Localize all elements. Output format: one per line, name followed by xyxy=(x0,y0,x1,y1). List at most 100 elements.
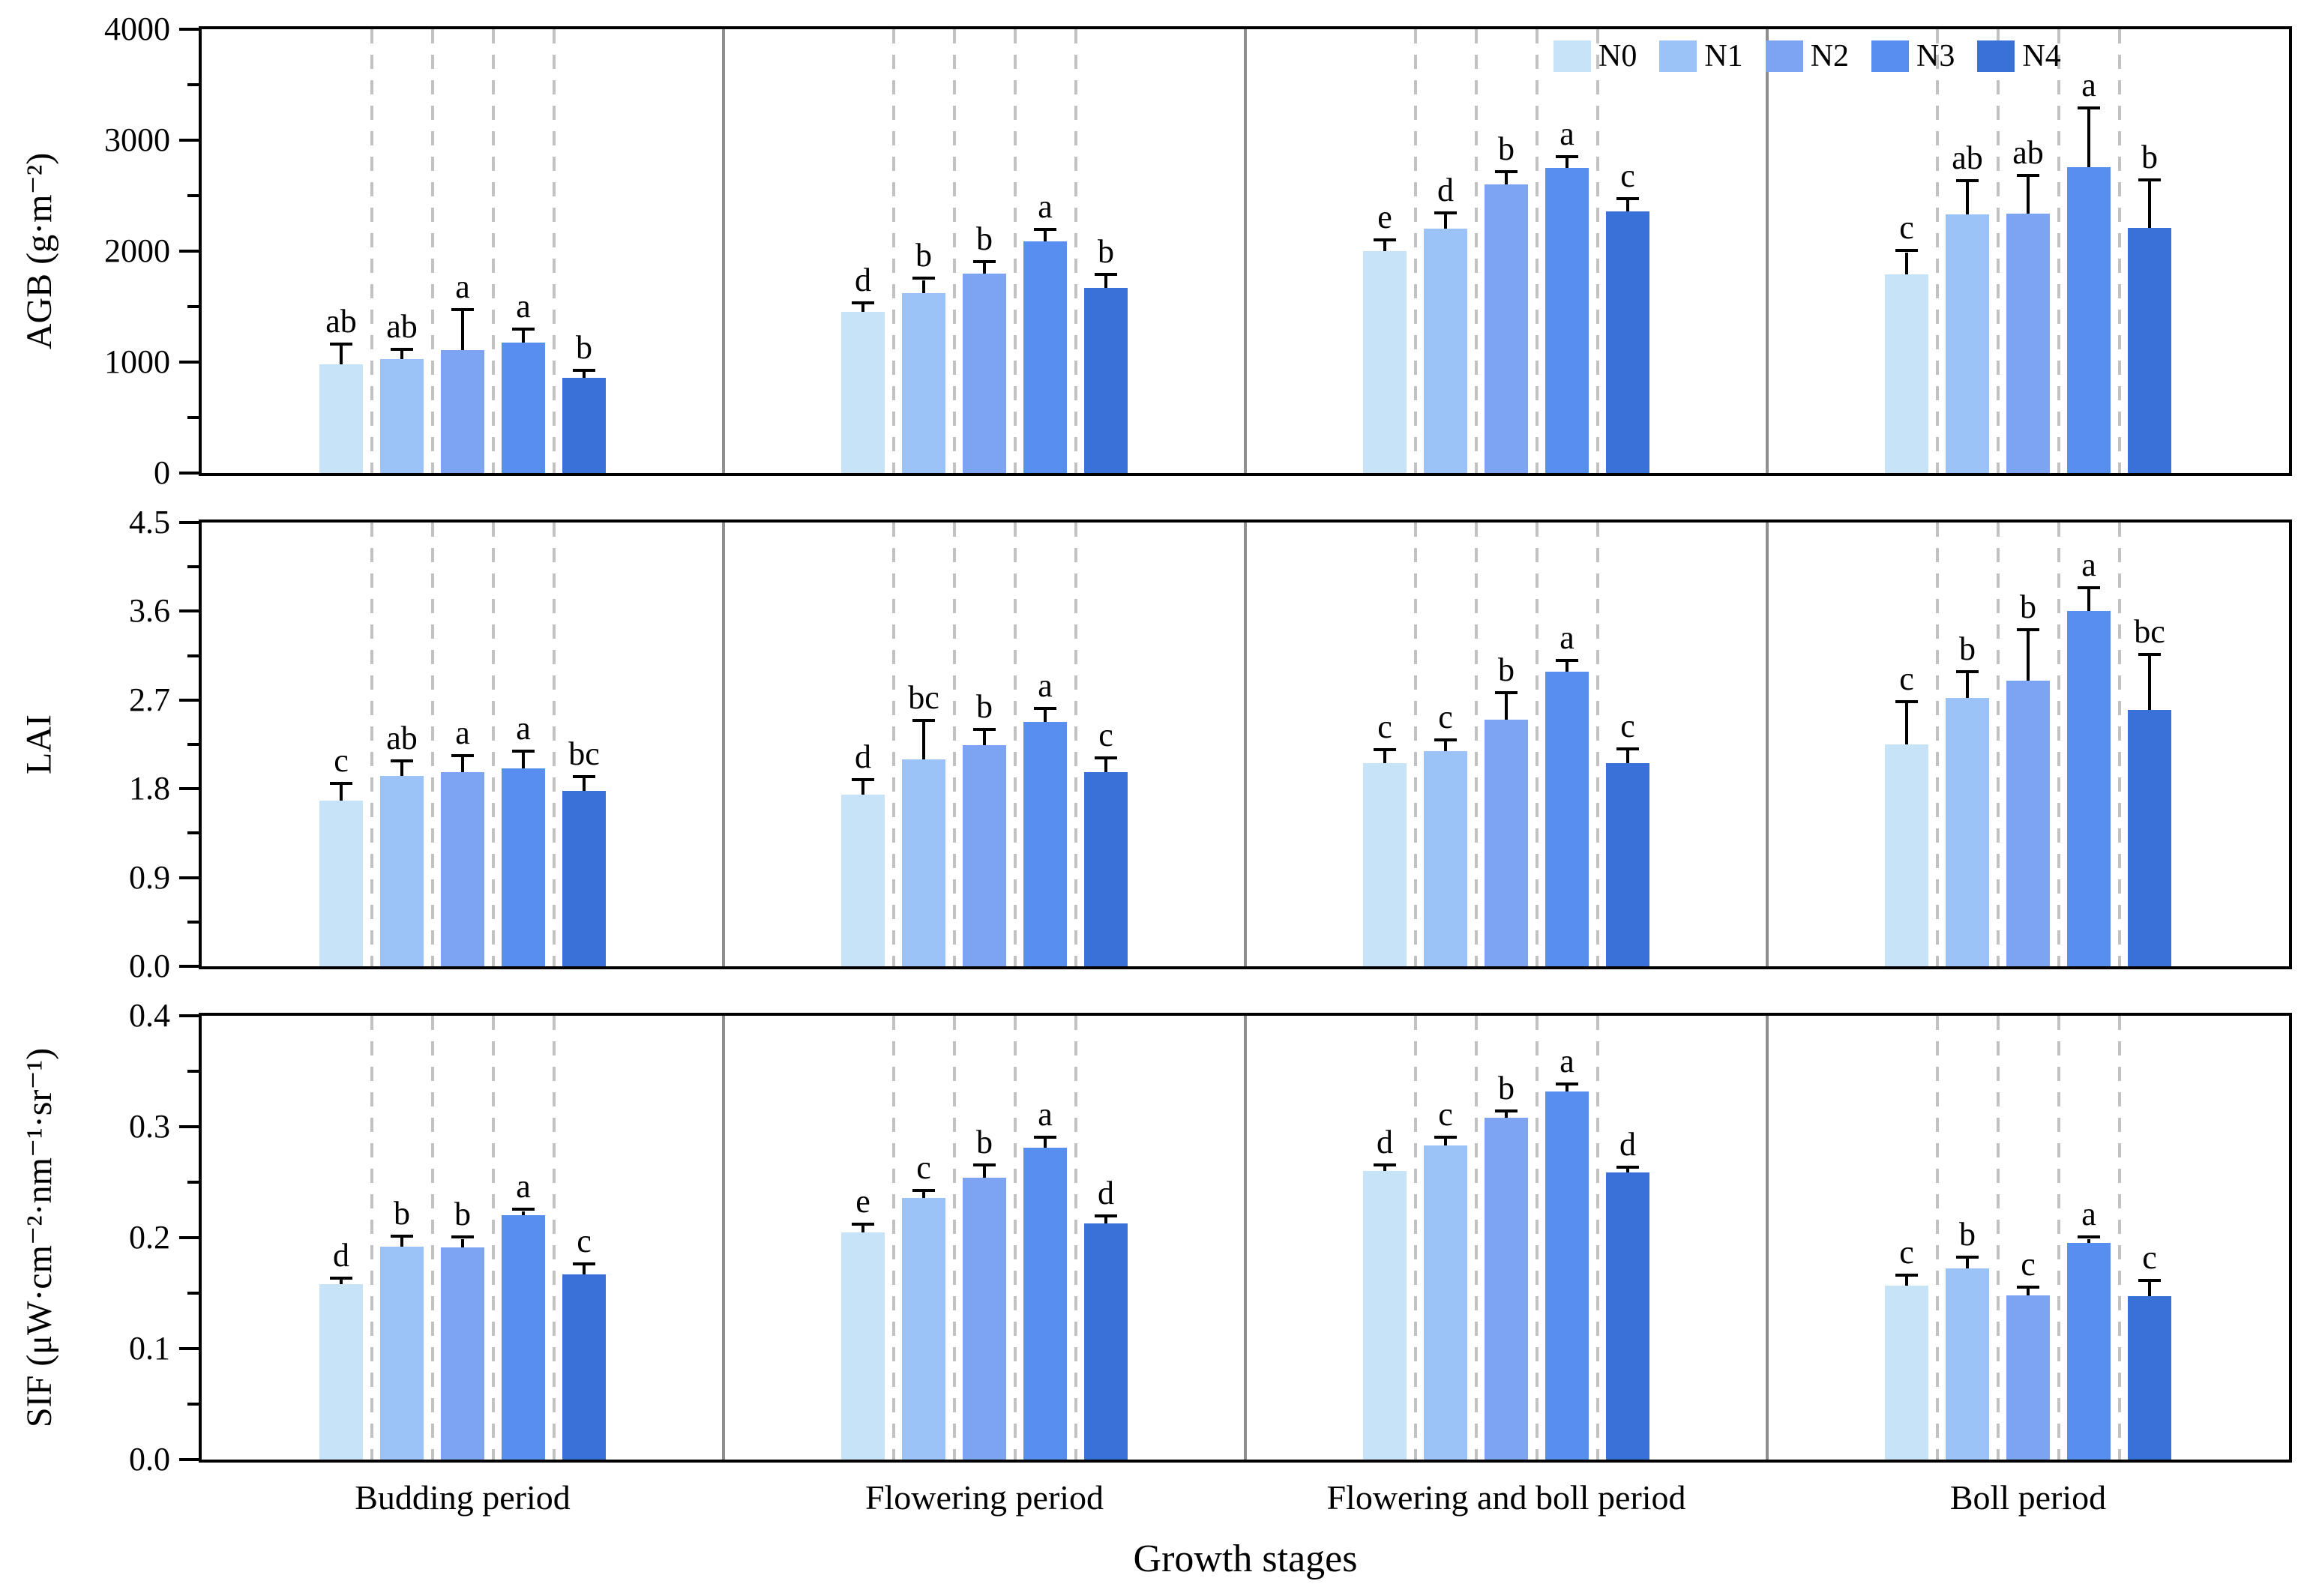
significance-letter: c xyxy=(1899,209,1914,247)
error-bar-cap xyxy=(512,327,535,331)
error-bar-stem xyxy=(1505,173,1508,185)
error-bar-stem xyxy=(1626,1169,1629,1172)
error-bar-stem xyxy=(2087,109,2090,167)
error-bar-cap xyxy=(451,307,474,311)
significance-letter: a xyxy=(1559,1043,1574,1080)
significance-letter: c xyxy=(2021,1246,2036,1283)
error-bar-cap xyxy=(1495,690,1518,694)
error-bar-cap xyxy=(391,348,413,352)
lai-bar-n2-group2 xyxy=(963,745,1006,966)
dashed-guide-line xyxy=(491,523,495,966)
significance-letter: a xyxy=(1038,188,1053,226)
group-separator-line xyxy=(1244,29,1247,473)
dashed-guide-line xyxy=(2117,523,2121,966)
lai-panel: c ab a a bc d bc b a c c c b a c c b b a bc xyxy=(199,520,2292,969)
error-bar-stem xyxy=(861,304,864,313)
significance-letter: a xyxy=(2081,66,2096,103)
significance-letter: a xyxy=(2081,1196,2096,1233)
error-bar-cap xyxy=(451,754,474,758)
error-bar-stem xyxy=(861,780,864,795)
significance-letter: b xyxy=(2141,138,2158,175)
lai-bar-n4-group3 xyxy=(1606,763,1649,966)
dashed-guide-line xyxy=(1996,523,2000,966)
y-axis-tick-label: 0.0 xyxy=(129,1441,170,1478)
error-bar-stem xyxy=(1505,1112,1508,1118)
dashed-guide-line xyxy=(491,29,495,473)
dashed-guide-line xyxy=(1013,29,1017,473)
y-axis-tick-label: 0.1 xyxy=(129,1330,170,1367)
legend-swatch-n0 xyxy=(1553,40,1591,72)
significance-letter: bc xyxy=(2134,612,2165,650)
significance-letter: d xyxy=(1098,1175,1114,1212)
significance-letter: b xyxy=(1498,1069,1515,1106)
y-axis-major-tick xyxy=(179,250,199,253)
error-bar-stem xyxy=(1444,741,1447,752)
y-axis-major-tick xyxy=(179,609,199,613)
significance-letter: c xyxy=(916,1149,931,1187)
significance-letter: a xyxy=(516,287,531,325)
error-bar-stem xyxy=(1383,1166,1386,1172)
lai-bar-n3-group1 xyxy=(502,768,545,966)
significance-letter: d xyxy=(333,1237,349,1274)
error-bar-cap xyxy=(1374,748,1396,752)
sif-bar-n1-group1 xyxy=(380,1246,424,1460)
error-bar-cap xyxy=(512,1208,535,1211)
significance-letter: b xyxy=(1959,1216,1976,1253)
sif-bar-n3-group2 xyxy=(1023,1148,1067,1460)
dashed-guide-line xyxy=(1474,1016,1478,1460)
sif-bar-n4-group3 xyxy=(1606,1172,1649,1460)
dashed-guide-line xyxy=(370,1016,373,1460)
dashed-guide-line xyxy=(2057,523,2060,966)
error-bar-cap xyxy=(2138,178,2161,181)
y-axis-major-tick xyxy=(179,472,199,475)
lai-bar-n4-group4 xyxy=(2128,709,2171,966)
error-bar-stem xyxy=(922,280,925,294)
significance-letter: ab xyxy=(2012,133,2044,171)
lai-bar-n1-group1 xyxy=(380,776,424,966)
sif-bar-n4-group1 xyxy=(562,1274,606,1460)
dashed-guide-line xyxy=(552,1016,556,1460)
error-bar-stem xyxy=(1565,661,1568,672)
y-axis-minor-tick xyxy=(187,920,199,924)
y-axis-major-tick xyxy=(179,1014,199,1017)
y-axis-major-tick xyxy=(179,1347,199,1350)
error-bar-cap xyxy=(1895,699,1918,703)
agb-bar-n1-group1 xyxy=(380,358,424,473)
sif-bar-n0-group2 xyxy=(841,1232,885,1460)
y-axis-tick-label: 3000 xyxy=(104,121,170,158)
error-bar-stem xyxy=(2087,1238,2090,1244)
error-bar-cap xyxy=(1556,658,1578,662)
y-axis-tick-label: 0.2 xyxy=(129,1219,170,1256)
significance-letter: ab xyxy=(325,302,357,340)
significance-letter: c xyxy=(1377,708,1392,746)
error-bar-cap xyxy=(1616,1166,1639,1169)
error-bar-stem xyxy=(1383,241,1386,251)
error-bar-cap xyxy=(1434,1136,1457,1139)
error-bar-stem xyxy=(1104,759,1107,772)
legend-swatch-n2 xyxy=(1765,40,1803,72)
error-bar-stem xyxy=(400,1238,403,1247)
y-axis-tick-label: 2000 xyxy=(104,232,170,269)
lai-bar-n0-group3 xyxy=(1363,763,1407,966)
significance-letter: ab xyxy=(1952,139,1983,177)
error-bar-stem xyxy=(2027,176,2030,214)
error-bar-stem xyxy=(400,762,403,777)
significance-letter: c xyxy=(1899,1233,1914,1271)
lai-bar-n4-group2 xyxy=(1084,771,1128,966)
y-axis-tick-label: 2.7 xyxy=(129,681,170,718)
significance-letter: b xyxy=(576,328,592,366)
error-bar-stem xyxy=(2148,181,2151,228)
error-bar-cap xyxy=(1034,1136,1056,1139)
agb-y-axis-title: AGB (g·m⁻²) xyxy=(19,152,59,350)
significance-letter: a xyxy=(1559,115,1574,152)
error-bar-cap xyxy=(1034,228,1056,232)
y-axis-major-tick xyxy=(179,1236,199,1239)
error-bar-cap xyxy=(1956,670,1979,674)
y-axis-major-tick xyxy=(179,965,199,968)
significance-letter: b xyxy=(915,237,932,274)
y-axis-major-tick xyxy=(179,521,199,524)
error-bar-stem xyxy=(1044,1139,1047,1148)
error-bar-cap xyxy=(912,718,935,722)
y-axis-tick-label: 3.6 xyxy=(129,592,170,630)
error-bar-cap xyxy=(1434,738,1457,742)
